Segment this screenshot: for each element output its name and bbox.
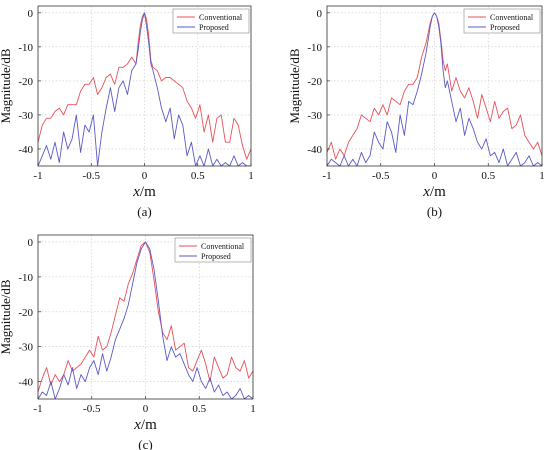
x-axis-label: x/m (422, 184, 446, 200)
y-tick-label: 0 (28, 8, 34, 20)
y-tick-label: -40 (307, 144, 322, 156)
y-tick-label: -40 (18, 377, 33, 389)
x-tick-label: -0.5 (83, 403, 101, 415)
x-tick-label: -1 (33, 170, 42, 182)
y-axis-label: Magnitude/dB (0, 279, 13, 354)
legend-entry-conventional: Conventional (199, 13, 243, 22)
y-tick-label: -30 (18, 110, 33, 122)
legend-entry-proposed: Proposed (199, 23, 229, 32)
x-tick-label: 1 (539, 170, 545, 182)
y-tick-label: -20 (18, 307, 33, 319)
legend-entry-proposed: Proposed (201, 252, 231, 261)
panel-label: (a) (137, 204, 151, 219)
x-axis-label: x/m (133, 417, 157, 433)
series-line-proposed (38, 241, 253, 399)
panel-c: -1 -0.5 0 0.5 1 0 -10 -20 -30 -40 Magnitude/dB x/m (… (0, 234, 256, 450)
x-tick-label: 1 (250, 403, 256, 415)
x-tick-label: -0.5 (83, 170, 101, 182)
y-tick-label: 0 (28, 237, 34, 249)
y-tick-label: -10 (307, 42, 322, 54)
x-tick-label: 0.5 (192, 403, 206, 415)
panel-label: (b) (427, 204, 442, 219)
y-axis-label: Magnitude/dB (287, 48, 302, 123)
series-line-proposed (327, 12, 542, 166)
legend-entry-proposed: Proposed (490, 23, 520, 32)
x-tick-label: -1 (322, 170, 331, 182)
y-axis-label: Magnitude/dB (0, 48, 13, 123)
x-tick-label: 0.5 (191, 170, 205, 182)
x-tick-label: -0.5 (372, 170, 390, 182)
legend-box (174, 237, 252, 263)
y-tick-label: -10 (18, 272, 33, 284)
legend-box (172, 8, 250, 34)
x-tick-label: 1 (248, 170, 254, 182)
panel-label: (c) (138, 437, 152, 450)
y-tick-label: -30 (307, 110, 322, 122)
x-axis-label: x/m (132, 184, 156, 200)
x-tick-label: -1 (33, 403, 42, 415)
y-tick-label: 0 (317, 8, 323, 20)
y-tick-label: -20 (18, 76, 33, 88)
legend-entry-conventional: Conventional (201, 242, 245, 251)
y-tick-label: -10 (18, 42, 33, 54)
legend-box (463, 8, 541, 34)
y-tick-label: -40 (18, 144, 33, 156)
x-tick-label: 0 (432, 170, 438, 182)
y-tick-label: -20 (307, 76, 322, 88)
panel-b: -1 -0.5 0 0.5 1 0 -10 -20 -30 -40 Magnitude/dB x/m (… (287, 5, 545, 219)
legend-entry-conventional: Conventional (490, 13, 534, 22)
x-tick-label: 0 (142, 170, 148, 182)
x-tick-label: 0.5 (481, 170, 495, 182)
panel-a: -1 -0.5 0 0.5 1 0 -10 -20 -30 -40 Magnitude/dB x/m (… (0, 5, 254, 219)
y-tick-label: -30 (18, 342, 33, 354)
x-tick-label: 0 (143, 403, 149, 415)
series-line-proposed (38, 12, 251, 166)
